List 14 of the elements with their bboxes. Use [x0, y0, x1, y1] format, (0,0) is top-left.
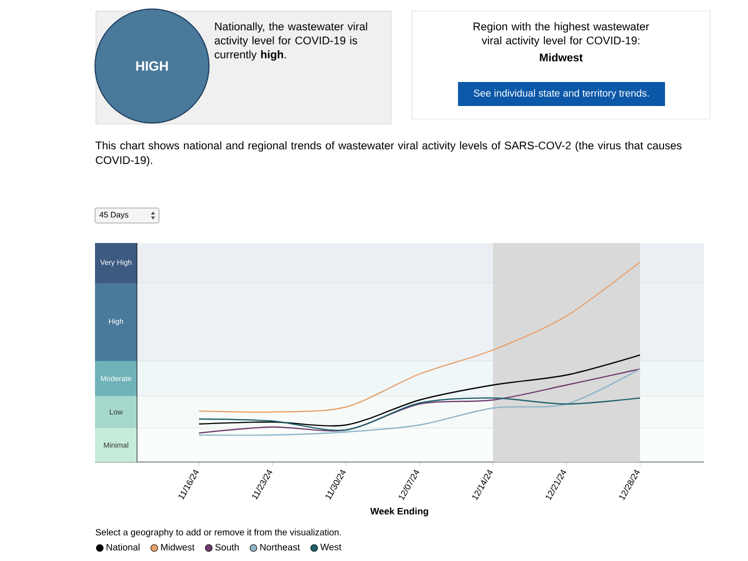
text: Nationally, the wastewater viral activity level for COVID-19 is currently high. [214, 22, 368, 61]
x-axis-title: Week Ending [370, 508, 428, 516]
text: Midwest [540, 53, 583, 62]
text: HIGH [136, 61, 168, 71]
text: Region with the highest wastewater viral activity level for COVID-19: [474, 22, 650, 47]
legend-label: Northeast [260, 544, 300, 550]
text: 45 Days [99, 212, 128, 220]
legend-label: Midwest [161, 544, 195, 550]
legend-label: National [106, 544, 140, 550]
text: Select a geography to add or remove it from the visualization. [96, 528, 341, 538]
text: See individual state and territory trends. [474, 89, 649, 99]
legend-label: South [215, 544, 239, 550]
chart-subtitle: This chart shows national and regional trends of wastewater viral activity levels of SARS-COV-2 (the virus that causes COVID-19). [96, 141, 682, 166]
legend-label: West [320, 544, 342, 550]
